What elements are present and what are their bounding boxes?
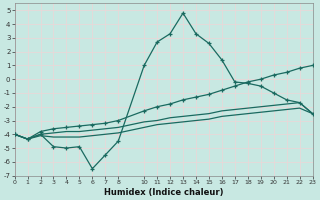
X-axis label: Humidex (Indice chaleur): Humidex (Indice chaleur) <box>104 188 223 197</box>
